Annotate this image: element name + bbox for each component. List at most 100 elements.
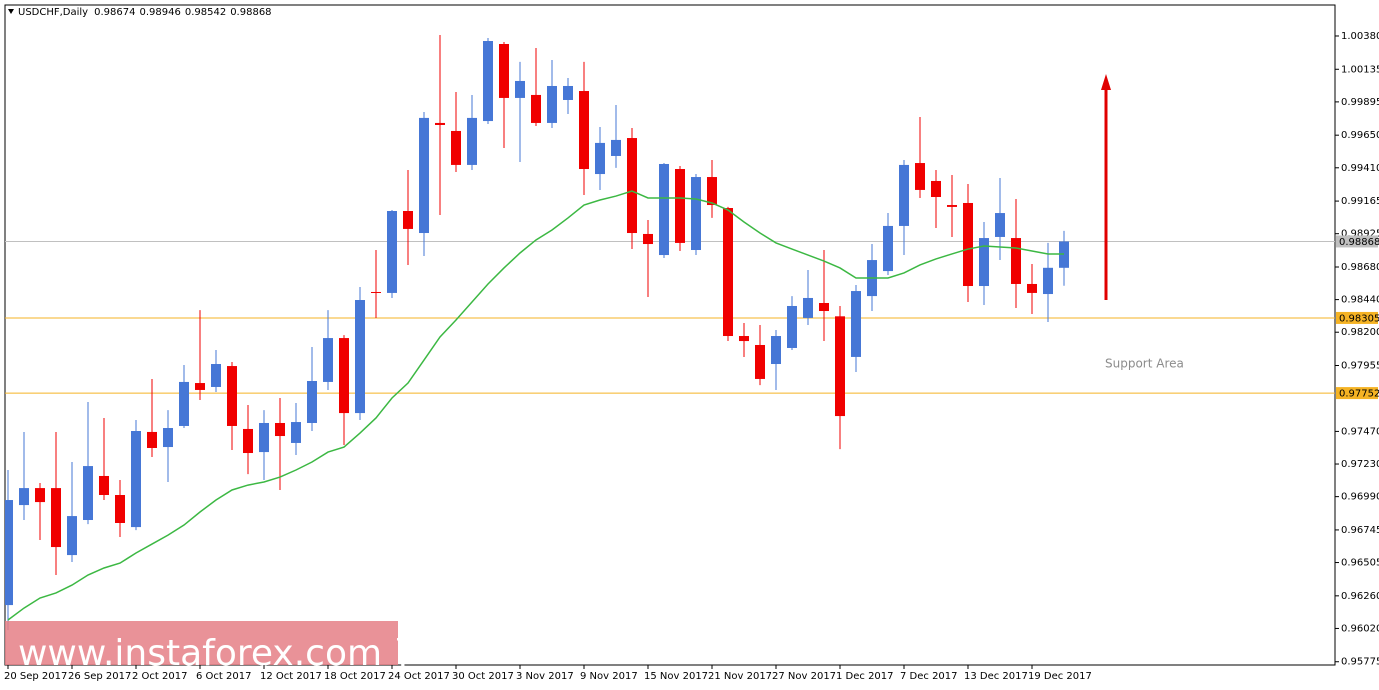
x-tick-label: 13 Dec 2017 [964, 671, 1028, 682]
watermark-box [5, 621, 398, 665]
watermark: [ www.instaforex.com ] [0, 633, 408, 674]
candle-body [835, 316, 845, 417]
y-tick-label: 0.99650 [1341, 130, 1379, 141]
candle-body [579, 91, 589, 170]
chart-title: USDCHF,Daily [18, 7, 88, 18]
candle-body [275, 422, 285, 437]
x-tick-label: 27 Nov 2017 [772, 671, 836, 682]
header-high: 0.98946 [139, 7, 180, 18]
plot-area [5, 35, 1335, 631]
candle-body [435, 122, 445, 125]
candle-body [483, 41, 493, 122]
level-label-box [1336, 235, 1378, 248]
candle-body [819, 302, 829, 312]
y-tick-label: 0.97955 [1341, 361, 1379, 372]
candle-body [195, 383, 205, 390]
candle-body [627, 138, 637, 234]
candle-body [1043, 267, 1053, 295]
candle-body [915, 163, 925, 190]
candle-body [163, 428, 173, 448]
candle-body [675, 169, 685, 243]
candle-body [515, 80, 525, 98]
candle-body [419, 117, 429, 234]
menu-triangle [8, 9, 14, 14]
arrow-head [1101, 74, 1111, 90]
y-tick-label: 0.97230 [1341, 459, 1379, 470]
y-tick-label: 0.98680 [1341, 262, 1379, 273]
candle-body [179, 381, 189, 426]
candle-body [211, 364, 221, 387]
y-tick-label: 0.99165 [1341, 196, 1379, 207]
candle-body [931, 180, 941, 198]
candle-body [707, 177, 717, 206]
y-tick-label: 0.99895 [1341, 97, 1379, 108]
candle-body [243, 428, 253, 454]
x-tick-label: 21 Nov 2017 [708, 671, 772, 682]
candle-body [691, 177, 701, 251]
level-label: 0.98868 [1339, 237, 1379, 248]
candle-body [115, 495, 125, 523]
y-tick-label: 0.98925 [1341, 229, 1379, 240]
candle-body [67, 516, 77, 556]
x-tick-label: 30 Oct 2017 [452, 671, 514, 682]
y-tick-label: 1.00380 [1341, 31, 1379, 42]
header: USDCHF,Daily 0.98674 0.98946 0.98542 0.98868 [18, 7, 272, 18]
x-tick-label: 26 Sep 2017 [68, 671, 131, 682]
y-tick-label: 0.96505 [1341, 558, 1379, 569]
candle-body [323, 338, 333, 382]
header-low: 0.98542 [185, 7, 226, 18]
y-tick-label: 0.95775 [1341, 657, 1379, 668]
candle-body [611, 139, 621, 156]
x-tick-label: 20 Sep 2017 [4, 671, 67, 682]
candle-body [659, 163, 669, 256]
candle-body [547, 85, 557, 123]
y-tick-label: 0.99410 [1341, 163, 1379, 174]
candle-body [51, 488, 61, 548]
x-tick-label: 3 Nov 2017 [516, 671, 574, 682]
candle-body [979, 238, 989, 287]
candle-body [83, 466, 93, 521]
candle-body [291, 422, 301, 443]
candle-body [99, 475, 109, 496]
candle-body [131, 431, 141, 528]
x-tick-label: 12 Oct 2017 [260, 671, 322, 682]
candle-body [227, 366, 237, 426]
candle-body [1027, 283, 1037, 293]
candle-body [19, 488, 29, 506]
level-label: 0.98305 [1339, 313, 1379, 324]
candle-body [755, 344, 765, 379]
x-tick-label: 19 Dec 2017 [1028, 671, 1092, 682]
y-tick-label: 1.00135 [1341, 64, 1379, 75]
header-open: 0.98674 [94, 7, 135, 18]
candle-body [995, 213, 1005, 237]
candle-body [147, 431, 157, 448]
candle-body [499, 43, 509, 98]
plot-frame [4, 4, 1336, 666]
candle-body [307, 380, 317, 423]
y-tick-label: 0.97470 [1341, 426, 1379, 437]
candle-body [371, 291, 381, 293]
annotation: Support Area [1105, 357, 1184, 371]
candle-body [739, 336, 749, 342]
candle-body [563, 85, 573, 100]
candle-body [355, 300, 365, 414]
candle-body [403, 211, 413, 229]
x-tick-label: 24 Oct 2017 [388, 671, 450, 682]
candle-body [1011, 238, 1021, 284]
y-tick-label: 0.96020 [1341, 623, 1379, 634]
x-tick-label: 18 Oct 2017 [324, 671, 386, 682]
candle-body [339, 338, 349, 414]
candle-body [883, 225, 893, 272]
x-tick-label: 1 Dec 2017 [836, 671, 894, 682]
x-tick-label: 9 Nov 2017 [580, 671, 638, 682]
y-tick-label: 0.98440 [1341, 295, 1379, 306]
candle-body [899, 164, 909, 226]
y-tick-label: 0.96990 [1341, 492, 1379, 503]
candle-body [643, 233, 653, 245]
candle-body [851, 291, 861, 357]
moving-average [7, 190, 1064, 621]
level-label: 0.97752 [1339, 389, 1379, 400]
y-tick-label: 0.96745 [1341, 525, 1379, 536]
candle-body [723, 208, 733, 337]
